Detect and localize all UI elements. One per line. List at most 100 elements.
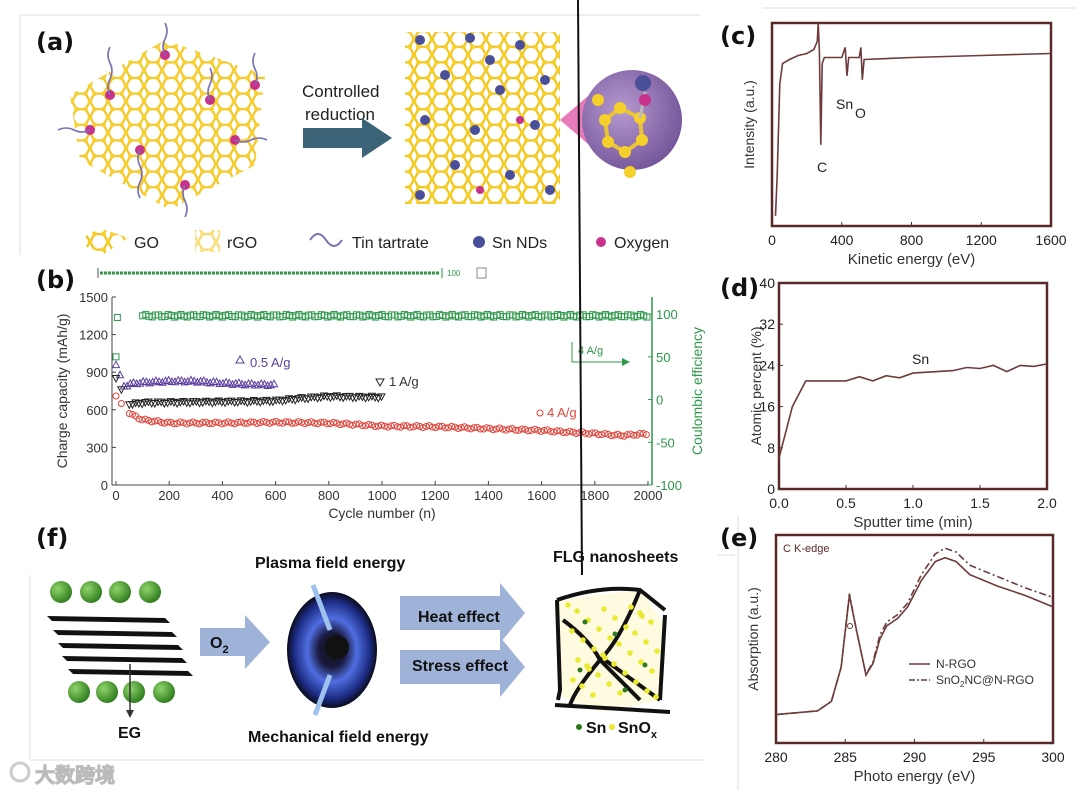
data-point [531, 425, 539, 433]
series-line-sno2nc-n-rgo [775, 547, 1054, 716]
panel-label-c: (c) [720, 22, 756, 50]
snox-dot [638, 659, 644, 665]
legend-label-sub: 2 [960, 680, 965, 689]
data-point [336, 421, 344, 429]
snox-dot [574, 608, 580, 614]
data-point [144, 398, 153, 407]
data-point [269, 379, 279, 388]
plot-frame [774, 533, 1055, 745]
snox-dot [570, 677, 576, 683]
data-point [284, 395, 294, 404]
panel-f-diagram: EG O2 Plasma field energy Mechanical fie… [47, 0, 678, 746]
data-point [196, 376, 205, 385]
data-point [224, 418, 232, 426]
y-tick-label: 40 [759, 275, 775, 291]
panel-a-schematic: Controlled reduction GO rG [57, 22, 682, 254]
sn-nanodots [415, 33, 555, 200]
x-axis-label: Sputter time (min) [853, 514, 972, 531]
data-point [208, 420, 216, 428]
flg-nanosheet-illustration [554, 0, 671, 714]
snox-dot [607, 635, 613, 641]
plot-frame [770, 21, 1053, 228]
y-tick-label: 1200 [79, 328, 108, 343]
x-tick-label: 200 [158, 488, 180, 503]
y-tick-label: 900 [86, 365, 108, 380]
data-point [204, 398, 214, 407]
data-point [135, 378, 145, 387]
data-point [227, 397, 236, 406]
data-point [148, 377, 158, 386]
data-point [483, 424, 491, 432]
panel-label-b: (b) [36, 266, 75, 294]
snox-dot [654, 648, 660, 654]
data-point [275, 419, 283, 427]
data-point [243, 419, 251, 427]
data-point [122, 381, 132, 390]
data-point [617, 432, 625, 440]
data-point [607, 432, 615, 440]
snox-dot [579, 683, 585, 689]
x-axis-label: Photo energy (eV) [854, 768, 976, 785]
data-point [297, 394, 307, 403]
x-tick-label: 1800 [580, 488, 609, 503]
x-tick-label: 1.5 [970, 495, 990, 511]
data-point [537, 427, 545, 435]
data-point [636, 429, 644, 437]
data-point [253, 380, 263, 389]
data-point [115, 370, 125, 379]
zoom-circle [582, 70, 682, 170]
peak-label-o: O [855, 105, 866, 121]
snox-dot [590, 692, 596, 698]
top-strip-label: 100 [447, 269, 461, 278]
data-point [323, 420, 331, 428]
snox-dot [653, 694, 659, 700]
data-point [205, 378, 215, 387]
x-tick-label: 300 [1041, 749, 1065, 765]
data-point [240, 380, 250, 389]
data-point [282, 418, 290, 426]
data-point [247, 418, 255, 426]
series-line-spectrum [774, 22, 1052, 216]
y2-tick-label: 50 [656, 350, 670, 365]
data-point [199, 418, 207, 426]
snox-legend-label: SnO [618, 720, 651, 737]
data-point [193, 377, 202, 386]
data-point [365, 420, 373, 428]
legend-tin-tartrate: Tin tartrate [352, 235, 429, 252]
y-tick-label: 300 [86, 440, 108, 455]
data-point [585, 430, 593, 438]
data-point [314, 420, 322, 428]
y-axis-label: Absorption (a.u.) [745, 587, 761, 691]
data-point [111, 374, 121, 384]
data-point [467, 425, 475, 433]
x-tick-label: 290 [903, 749, 927, 765]
x-tick-label: 0.0 [769, 495, 789, 511]
x-tick-label: 285 [834, 749, 858, 765]
x-tick-label: 295 [972, 749, 996, 765]
data-point [470, 424, 478, 432]
x-tick-label: 400 [212, 488, 234, 503]
series-1-a-g [111, 374, 386, 410]
chart-c [770, 21, 1053, 228]
data-point [231, 378, 241, 387]
flg-nanosheets-label: FLG nanosheets [553, 549, 678, 566]
data-point [512, 426, 520, 434]
y2-tick-label: -50 [656, 435, 675, 450]
tin-tartrate-chains [57, 22, 268, 218]
data-point [432, 424, 440, 432]
heat-effect-label: Heat effect [418, 609, 500, 626]
snox-dot [600, 652, 606, 658]
o2-label: O [210, 635, 222, 652]
data-point [189, 418, 197, 426]
data-point [639, 429, 647, 437]
data-point [151, 417, 159, 425]
snox-dot [648, 619, 654, 625]
data-point [288, 419, 296, 427]
legend-label-main: SnO [936, 673, 960, 687]
data-point [505, 425, 513, 433]
data-point [179, 397, 188, 407]
arrow-label-controlled: Controlled [302, 82, 380, 101]
svg-text:O2: O2 [210, 635, 229, 656]
svg-text:SnOx: SnOx [618, 720, 658, 741]
